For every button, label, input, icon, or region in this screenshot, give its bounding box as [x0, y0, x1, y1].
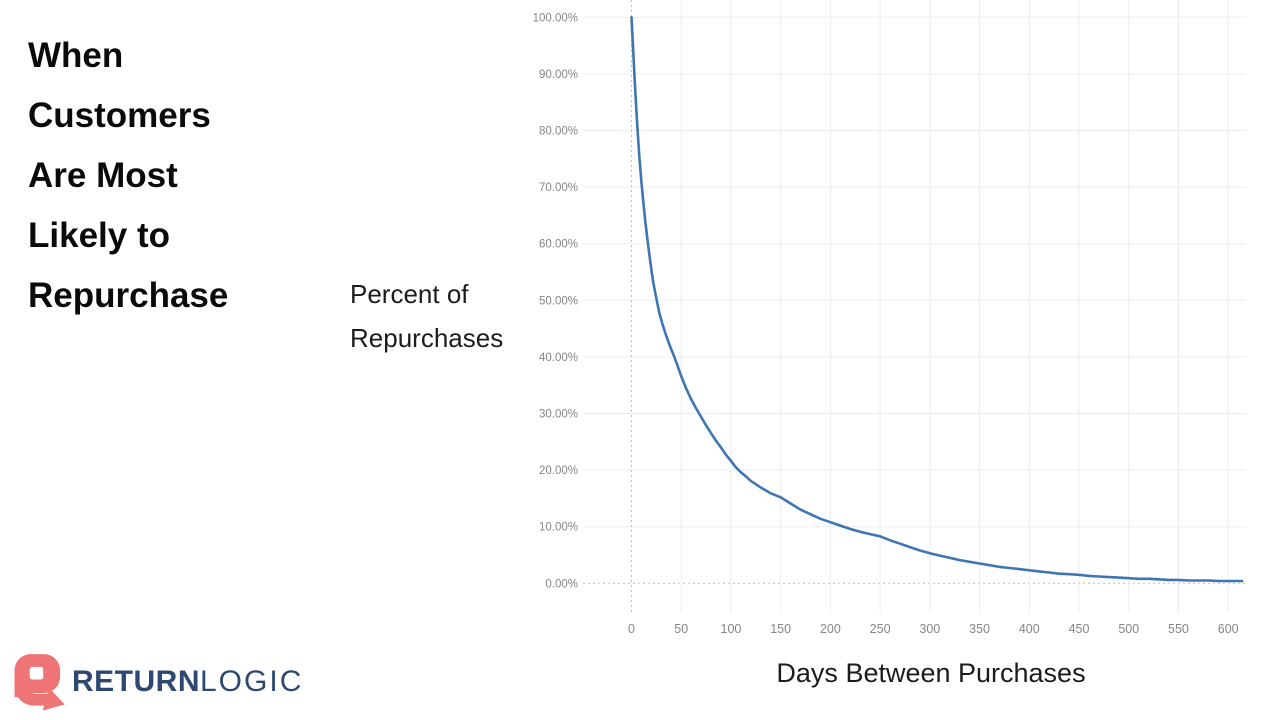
brand-logic: LOGIC — [200, 665, 304, 698]
x-tick-label: 200 — [820, 622, 841, 636]
y-axis-caption-line-1: Percent of — [350, 279, 469, 309]
x-tick-label: 400 — [1019, 622, 1040, 636]
y-tick-label: 60.00% — [539, 239, 578, 251]
x-tick-label: 100 — [721, 622, 742, 636]
x-tick-label: 600 — [1218, 622, 1239, 636]
series-line-percent-of-repurchases — [630, 16, 1244, 583]
y-tick-label: 10.00% — [539, 522, 578, 534]
title-line-4: Likely to — [28, 216, 170, 255]
x-tick-label: 500 — [1118, 622, 1139, 636]
x-tick-label: 300 — [919, 622, 940, 636]
page-title: When Customers Are Most Likely to Repurc… — [28, 26, 228, 326]
returnlogic-logo: RETURNLOGIC — [12, 652, 303, 712]
x-tick-label: 150 — [770, 622, 791, 636]
y-tick-label: 100.00% — [533, 12, 578, 24]
y-tick-label: 80.00% — [539, 126, 578, 138]
returnlogic-wordmark: RETURNLOGIC — [72, 665, 303, 699]
series — [630, 16, 1244, 583]
y-tick-label: 20.00% — [539, 465, 578, 477]
axis-tick-labels: 0.00% 10.00% 20.00% 30.00% 40.00% 50.00% 60.00… — [533, 12, 1239, 636]
y-tick-label: 70.00% — [539, 182, 578, 194]
y-tick-label: 50.00% — [539, 295, 578, 307]
x-axis-caption: Days Between Purchases — [776, 658, 1086, 688]
title-line-3: Are Most — [28, 156, 178, 195]
y-tick-label: 40.00% — [539, 352, 578, 364]
title-line-5: Repurchase — [28, 276, 229, 315]
y-axis-caption-line-2: Repurchases — [350, 323, 504, 353]
r-counter-cutout — [29, 666, 44, 680]
title-line-1: When — [28, 36, 124, 75]
x-tick-label: 50 — [674, 622, 688, 636]
y-axis-caption: Percent of Repurchases — [350, 272, 503, 360]
x-tick-label: 550 — [1168, 622, 1189, 636]
y-tick-label: 30.00% — [539, 409, 578, 421]
x-tick-label: 450 — [1069, 622, 1090, 636]
y-tick-label: 90.00% — [539, 69, 578, 81]
title-line-2: Customers — [28, 96, 211, 135]
brand-return: RETURN — [72, 665, 200, 698]
x-tick-label: 0 — [628, 622, 635, 636]
y-tick-label: 0.00% — [545, 578, 578, 590]
x-tick-label: 250 — [870, 622, 891, 636]
x-tick-label: 350 — [969, 622, 990, 636]
returnlogic-r-arrow-icon — [14, 654, 65, 711]
gridlines — [583, 0, 1246, 613]
